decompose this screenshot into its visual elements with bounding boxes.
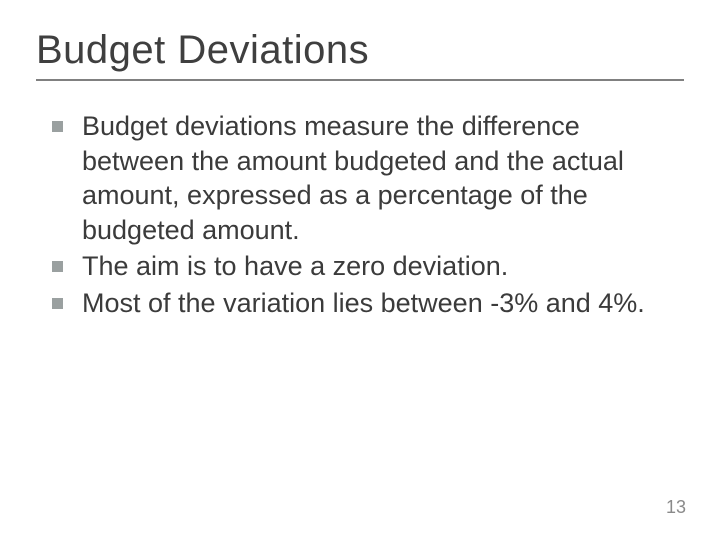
list-item: Budget deviations measure the difference… [52,109,684,247]
page-number: 13 [666,497,686,518]
bullet-list: Budget deviations measure the difference… [36,109,684,320]
slide-title: Budget Deviations [36,28,684,73]
list-item: Most of the variation lies between -3% a… [52,286,684,321]
title-divider: Budget Deviations [36,28,684,81]
slide: Budget Deviations Budget deviations meas… [0,0,720,540]
list-item: The aim is to have a zero deviation. [52,249,684,284]
